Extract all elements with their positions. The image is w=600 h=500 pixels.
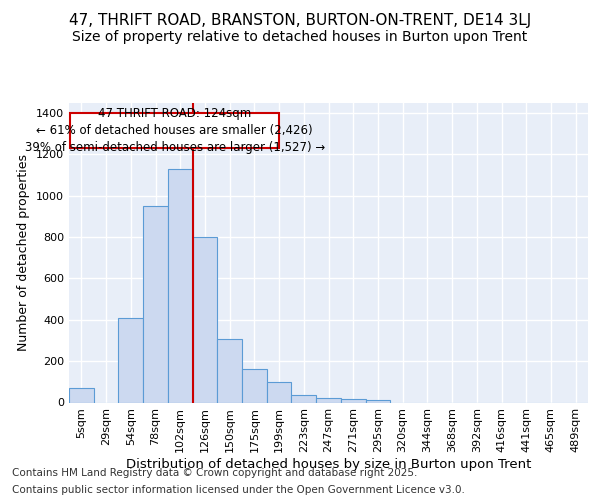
Text: 47 THRIFT ROAD: 124sqm
← 61% of detached houses are smaller (2,426)
39% of semi-: 47 THRIFT ROAD: 124sqm ← 61% of detached… xyxy=(25,107,325,154)
X-axis label: Distribution of detached houses by size in Burton upon Trent: Distribution of detached houses by size … xyxy=(126,458,531,471)
Bar xyxy=(242,370,267,402)
Bar xyxy=(217,340,242,402)
Bar xyxy=(316,398,341,402)
Text: 47, THRIFT ROAD, BRANSTON, BURTON-ON-TRENT, DE14 3LJ: 47, THRIFT ROAD, BRANSTON, BURTON-ON-TRE… xyxy=(69,12,531,28)
Bar xyxy=(292,396,316,402)
Bar xyxy=(193,237,217,402)
Y-axis label: Number of detached properties: Number of detached properties xyxy=(17,154,31,351)
Text: Contains public sector information licensed under the Open Government Licence v3: Contains public sector information licen… xyxy=(12,485,465,495)
Bar xyxy=(365,400,390,402)
Bar xyxy=(267,382,292,402)
Bar xyxy=(143,206,168,402)
Bar xyxy=(118,318,143,402)
Bar xyxy=(341,400,365,402)
Bar xyxy=(168,168,193,402)
Bar xyxy=(70,113,279,148)
Text: Size of property relative to detached houses in Burton upon Trent: Size of property relative to detached ho… xyxy=(73,30,527,44)
Bar xyxy=(69,388,94,402)
Text: Contains HM Land Registry data © Crown copyright and database right 2025.: Contains HM Land Registry data © Crown c… xyxy=(12,468,418,477)
